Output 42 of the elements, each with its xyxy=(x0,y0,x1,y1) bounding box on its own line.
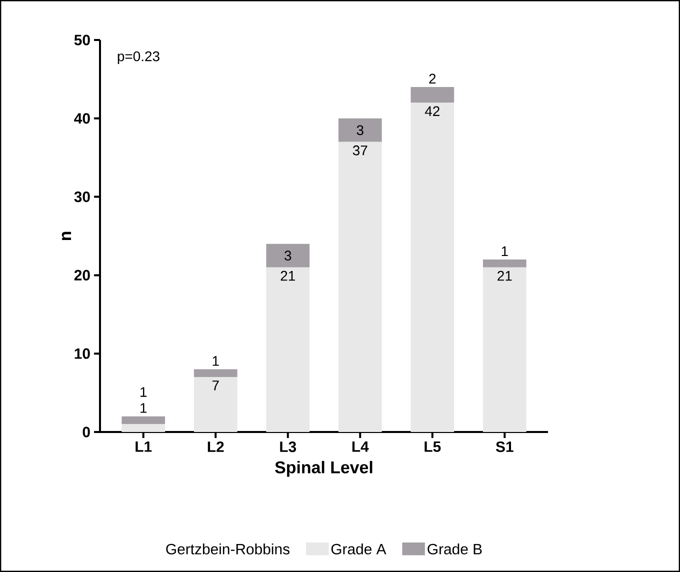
y-tick-label: 0 xyxy=(82,426,90,438)
bar xyxy=(482,260,526,268)
x-tick-label: L2 xyxy=(208,441,224,452)
data-label: 1 xyxy=(212,356,219,366)
bar xyxy=(410,102,454,432)
data-label: 1 xyxy=(140,387,147,397)
bar xyxy=(482,267,526,432)
y-tick-label: 10 xyxy=(74,348,90,359)
y-axis-title: n xyxy=(62,232,72,240)
y-tick-label: 20 xyxy=(74,270,90,280)
legend-label: Grade A xyxy=(331,543,386,554)
bar xyxy=(122,424,166,432)
y-tick-label: 30 xyxy=(74,191,90,202)
x-tick-label: L3 xyxy=(280,441,296,452)
x-tick-label: S1 xyxy=(496,441,514,452)
bar xyxy=(194,377,238,432)
data-label: 7 xyxy=(212,380,219,390)
bar xyxy=(338,118,382,142)
bar xyxy=(122,416,166,424)
data-label: 21 xyxy=(280,270,295,281)
legend-title: Gertzbein-Robbins xyxy=(166,543,290,554)
bar xyxy=(410,87,454,103)
data-label: 3 xyxy=(356,125,364,136)
x-tick-label: L1 xyxy=(136,441,152,452)
bar xyxy=(338,142,382,432)
x-axis-title: Spinal Level xyxy=(275,460,372,477)
data-label: 2 xyxy=(429,74,436,84)
bar xyxy=(266,267,310,432)
x-tick-label: L4 xyxy=(352,441,369,452)
bar xyxy=(266,244,310,268)
data-label: 1 xyxy=(502,246,508,256)
legend-label: Grade B xyxy=(428,543,482,554)
bar xyxy=(194,369,238,378)
data-label: 1 xyxy=(140,403,147,413)
x-tick-label: L5 xyxy=(424,441,441,452)
data-label: 21 xyxy=(498,270,512,281)
data-label: 3 xyxy=(284,250,292,261)
y-tick-label: 40 xyxy=(74,113,90,124)
data-label: 37 xyxy=(352,145,368,156)
y-tick-label: 50 xyxy=(74,34,90,46)
annotation: p=0.23 xyxy=(118,51,160,64)
data-label: 42 xyxy=(424,106,440,116)
